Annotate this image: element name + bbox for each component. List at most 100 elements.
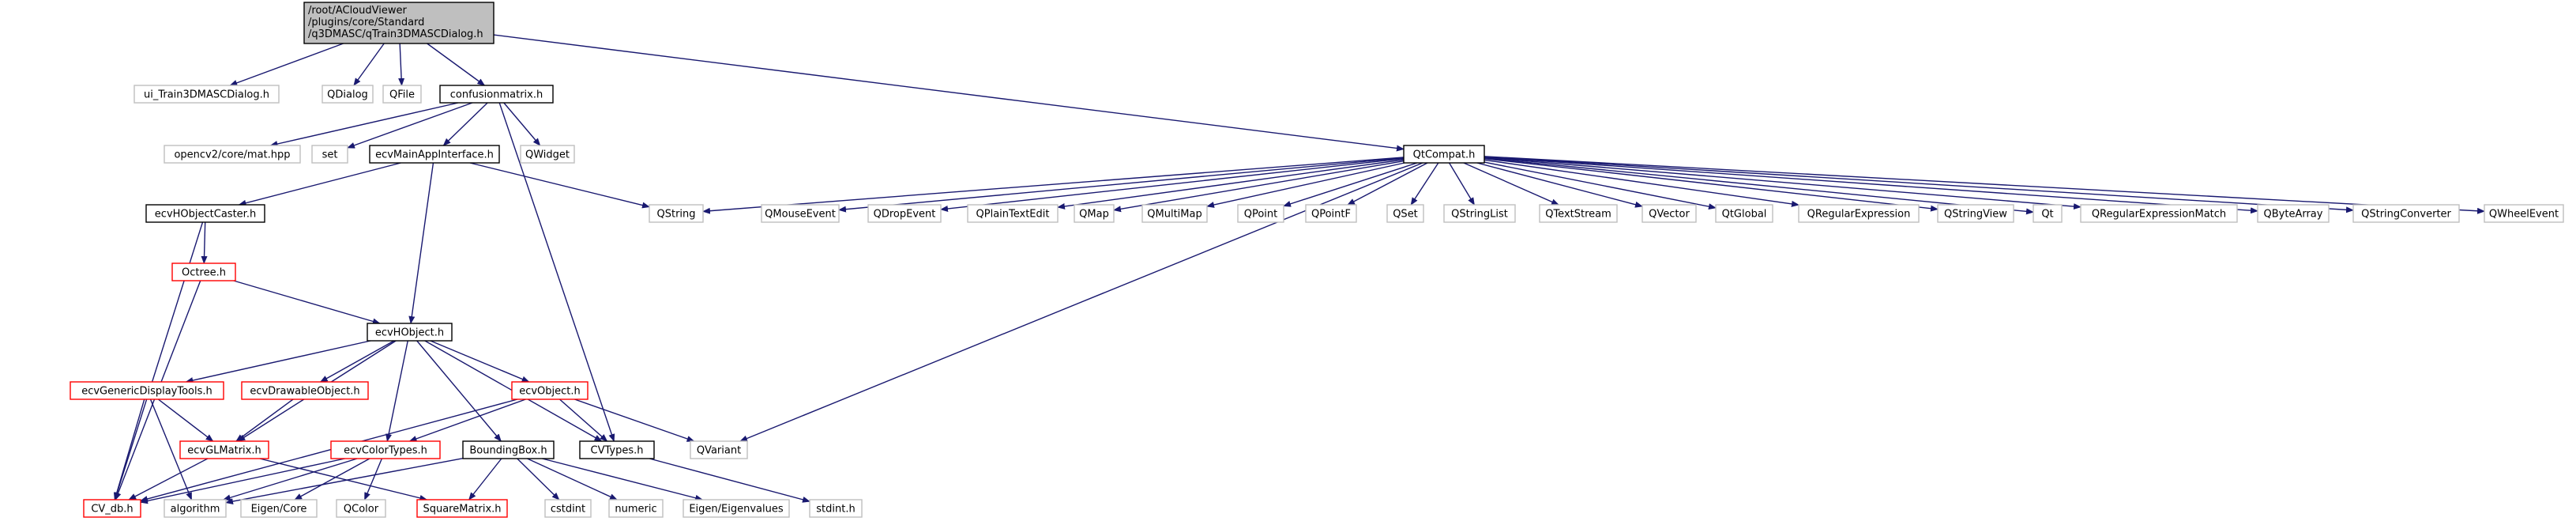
node-box-qpointf (1305, 204, 1357, 223)
node-glmatrix[interactable]: ecvGLMatrix.h (179, 440, 269, 459)
node-gendisp[interactable]: ecvGenericDisplayTools.h (70, 381, 224, 400)
node-caster[interactable]: ecvHObjectCaster.h (145, 204, 265, 223)
node-box-cvdb (83, 499, 141, 518)
node-drawable[interactable]: ecvDrawableObject.h (241, 381, 369, 400)
node-qpoint[interactable]: QPoint (1237, 204, 1284, 223)
node-box-qdialog (322, 85, 374, 104)
node-label-qtextstream: QTextStream (1545, 209, 1611, 221)
node-box-qset (1386, 204, 1424, 223)
node-box-qbytearray (2257, 204, 2330, 223)
edge-gendisp-to-cvdb (113, 398, 145, 500)
node-box-qstringlist (1443, 204, 1516, 223)
node-qregexpmatch[interactable]: QRegularExpressionMatch (2080, 204, 2238, 223)
nodes-layer: /root/ACloudViewer/plugins/core/Standard… (70, 2, 2564, 518)
edge-bbox-to-squarematrix (468, 458, 502, 500)
node-qvariant[interactable]: QVariant (690, 440, 748, 459)
node-squarematrix[interactable]: SquareMatrix.h (416, 499, 508, 518)
edge-ecvobject-to-colortypes (408, 398, 526, 442)
edge-confusion-to-set (347, 102, 473, 149)
node-label-mainapp: ecvMainAppInterface.h (375, 149, 494, 161)
node-label-opencv: opencv2/core/mat.hpp (174, 149, 290, 161)
node-label-qcolor: QColor (344, 504, 379, 516)
node-algorithm[interactable]: algorithm (164, 499, 227, 518)
node-qwheelevent[interactable]: QWheelEvent (2484, 204, 2564, 223)
node-qtcompat[interactable]: QtCompat.h (1403, 145, 1485, 164)
node-label-drawable: ecvDrawableObject.h (250, 386, 359, 398)
node-stdint[interactable]: stdint.h (809, 499, 863, 518)
node-label-qmouseevent: QMouseEvent (765, 209, 836, 221)
node-qpointf[interactable]: QPointF (1305, 204, 1357, 223)
node-qbytearray[interactable]: QByteArray (2257, 204, 2330, 223)
node-opencv[interactable]: opencv2/core/mat.hpp (164, 145, 301, 164)
edge-hobject-to-gendisp (185, 340, 371, 383)
edge-root-to-qfile (398, 43, 405, 86)
edge-qtcompat-to-qstring (702, 157, 1405, 214)
node-cstdint[interactable]: cstdint (544, 499, 592, 518)
edge-qtcompat-to-qstringview (1484, 157, 1939, 212)
node-cvdb[interactable]: CV_db.h (83, 499, 141, 518)
node-label-qstring: QString (656, 209, 695, 221)
node-numeric[interactable]: numeric (608, 499, 664, 518)
node-qtglobal[interactable]: QtGlobal (1715, 204, 1773, 223)
edge-qtcompat-to-qmouseevent (838, 157, 1405, 213)
node-qplaintextedit[interactable]: QPlainTextEdit (967, 204, 1059, 223)
node-qstringview[interactable]: QStringView (1937, 204, 2014, 223)
edges-layer (113, 34, 2485, 505)
node-box-qtcompat (1403, 145, 1485, 164)
node-qdialog[interactable]: QDialog (322, 85, 374, 104)
node-qstringlist[interactable]: QStringList (1443, 204, 1516, 223)
node-box-hobject (367, 323, 453, 342)
node-label-qdropevent: QDropEvent (874, 209, 936, 221)
node-label-qdialog: QDialog (327, 89, 368, 101)
node-qdropevent[interactable]: QDropEvent (867, 204, 942, 223)
edge-hobject-to-drawable (319, 340, 395, 383)
node-qt[interactable]: Qt (2033, 204, 2063, 223)
edge-qtcompat-to-qpoint (1283, 162, 1418, 207)
node-ecvobject[interactable]: ecvObject.h (511, 381, 589, 400)
node-qstringconv[interactable]: QStringConverter (2352, 204, 2460, 223)
node-colortypes[interactable]: ecvColorTypes.h (330, 440, 441, 459)
node-qstring[interactable]: QString (649, 204, 704, 223)
edge-drawable-to-glmatrix (235, 398, 294, 442)
node-cvtypes[interactable]: CVTypes.h (579, 440, 655, 459)
node-set[interactable]: set (311, 145, 348, 164)
node-qmultimap[interactable]: QMultiMap (1141, 204, 1208, 223)
node-bbox[interactable]: BoundingBox.h (462, 440, 555, 459)
node-qmap[interactable]: QMap (1074, 204, 1115, 223)
node-confusion[interactable]: confusionmatrix.h (439, 85, 554, 104)
node-box-qwheelevent (2484, 204, 2564, 223)
node-mainapp[interactable]: ecvMainAppInterface.h (369, 145, 500, 164)
edge-root-to-confusion (427, 43, 486, 86)
node-label-glmatrix: ecvGLMatrix.h (187, 445, 261, 457)
node-label-qtglobal: QtGlobal (1722, 209, 1767, 221)
node-qmouseevent[interactable]: QMouseEvent (761, 204, 840, 223)
node-label-eigenvalues: Eigen/Eigenvalues (689, 504, 784, 516)
node-label-qset: QSet (1393, 209, 1418, 221)
node-box-qmap (1074, 204, 1115, 223)
node-qvector[interactable]: QVector (1641, 204, 1697, 223)
node-root[interactable]: /root/ACloudViewer/plugins/core/Standard… (303, 2, 495, 44)
node-octree[interactable]: Octree.h (171, 262, 236, 281)
edge-qtcompat-to-qmap (1113, 160, 1405, 213)
node-qfile[interactable]: QFile (382, 85, 422, 104)
node-qtextstream[interactable]: QTextStream (1539, 204, 1618, 223)
node-qcolor[interactable]: QColor (336, 499, 386, 518)
node-qwidget[interactable]: QWidget (520, 145, 575, 164)
node-box-set (311, 145, 348, 164)
node-box-qmultimap (1141, 204, 1208, 223)
node-ui_train[interactable]: ui_Train3DMASCDialog.h (134, 85, 280, 104)
edge-qtcompat-to-qdropevent (940, 157, 1405, 212)
node-hobject[interactable]: ecvHObject.h (367, 323, 453, 342)
node-label-octree: Octree.h (182, 267, 226, 279)
edge-qtcompat-to-qset (1410, 162, 1439, 206)
node-label-squarematrix: SquareMatrix.h (423, 504, 501, 516)
node-eigencore[interactable]: Eigen/Core (240, 499, 318, 518)
edge-ecvobject-to-qvariant (574, 398, 695, 442)
node-qset[interactable]: QSet (1386, 204, 1424, 223)
node-eigenvalues[interactable]: Eigen/Eigenvalues (683, 499, 790, 518)
node-qregexp[interactable]: QRegularExpression (1798, 204, 1920, 223)
node-box-qtglobal (1715, 204, 1773, 223)
node-box-eigencore (240, 499, 318, 518)
node-box-qstring (649, 204, 704, 223)
